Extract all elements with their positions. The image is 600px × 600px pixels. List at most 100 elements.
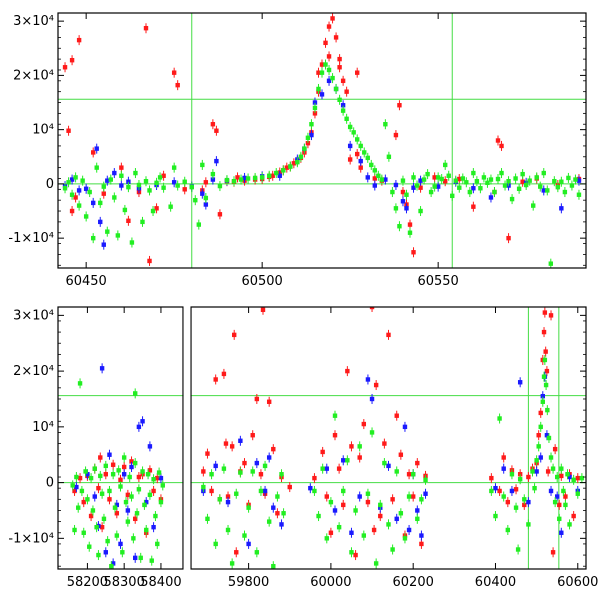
data-point-blue — [541, 188, 546, 193]
data-point-blue — [214, 158, 219, 164]
data-point-blue — [277, 173, 282, 178]
data-point-green — [333, 86, 339, 92]
data-point-red — [235, 175, 240, 180]
data-point-green — [133, 460, 138, 466]
data-point-red — [107, 497, 112, 502]
data-point-red — [223, 441, 229, 446]
data-point-green — [201, 484, 206, 490]
data-point-green — [501, 494, 506, 499]
data-point-green — [221, 466, 227, 471]
data-point-green — [534, 458, 539, 463]
data-point-red — [397, 103, 402, 108]
data-point-green — [559, 179, 564, 184]
data-point-green — [506, 178, 511, 184]
data-point-green — [407, 230, 413, 235]
data-point-green — [530, 469, 535, 474]
data-point-green — [156, 470, 162, 475]
data-point-red — [333, 35, 339, 40]
data-point-blue — [418, 178, 423, 183]
data-point-red — [575, 475, 580, 481]
data-point-green — [305, 135, 311, 140]
data-point-red — [114, 511, 120, 516]
data-point-green — [147, 492, 153, 498]
data-point-green — [540, 399, 545, 404]
data-point-green — [522, 497, 527, 502]
data-point-blue — [369, 396, 375, 402]
data-point-green — [138, 555, 143, 561]
data-point-green — [150, 208, 156, 214]
data-point-green — [133, 170, 138, 176]
data-point-green — [421, 177, 427, 182]
y-tick-label: 0 — [46, 177, 54, 192]
data-point-red — [501, 455, 506, 460]
data-point-red — [361, 421, 367, 427]
data-point-blue — [526, 499, 531, 505]
data-point-red — [275, 511, 280, 516]
y-tick-label: 3×10⁴ — [13, 308, 54, 323]
data-point-green — [361, 533, 367, 538]
data-point-green — [98, 200, 103, 206]
data-point-green — [499, 170, 504, 176]
data-point-green — [571, 477, 576, 483]
data-point-blue — [332, 508, 338, 513]
data-point-blue — [158, 475, 164, 481]
data-point-green — [168, 204, 173, 209]
data-point-green — [121, 455, 127, 460]
data-point-green — [298, 154, 304, 159]
data-point-blue — [279, 522, 284, 527]
data-point-red — [517, 472, 523, 477]
data-point-green — [134, 511, 140, 516]
data-point-green — [103, 463, 108, 469]
data-point-green — [569, 183, 575, 188]
data-point-red — [242, 460, 247, 466]
data-point-red — [536, 433, 541, 438]
data-point-green — [502, 183, 508, 188]
data-point-green — [76, 505, 81, 510]
data-point-red — [133, 516, 138, 522]
data-point-blue — [349, 530, 354, 535]
x-tick-label: 58300 — [103, 575, 144, 590]
data-point-red — [284, 165, 289, 170]
data-point-green — [474, 178, 480, 184]
data-point-green — [471, 170, 476, 176]
data-point-green — [136, 487, 142, 492]
data-point-green — [378, 502, 383, 508]
y-tick-label: 3×10⁴ — [13, 14, 54, 29]
data-point-green — [357, 444, 362, 449]
data-point-red — [266, 399, 272, 404]
data-point-red — [378, 513, 383, 519]
data-point-red — [471, 204, 476, 209]
data-point-green — [386, 154, 392, 159]
data-point-green — [203, 195, 209, 201]
data-point-green — [425, 171, 430, 177]
data-point-blue — [567, 474, 572, 480]
data-point-red — [337, 65, 342, 70]
data-point-green — [402, 536, 408, 541]
data-point-green — [312, 105, 318, 111]
data-point-blue — [98, 219, 103, 225]
data-point-green — [77, 381, 83, 386]
data-point-green — [288, 164, 293, 169]
data-point-blue — [340, 103, 346, 108]
data-point-blue — [554, 494, 560, 499]
data-point-green — [538, 424, 543, 430]
data-point-green — [94, 165, 99, 170]
data-point-red — [522, 502, 527, 508]
data-point-red — [337, 56, 342, 62]
data-point-blue — [133, 555, 138, 561]
x-tick-label: 60450 — [65, 274, 106, 289]
data-point-red — [155, 475, 160, 481]
data-point-green — [369, 430, 375, 435]
axes-frame — [57, 12, 587, 269]
x-tick-label: 60500 — [241, 274, 282, 289]
data-point-blue — [210, 177, 216, 182]
data-point-green — [66, 180, 71, 185]
data-point-green — [69, 192, 75, 197]
data-point-green — [246, 505, 251, 510]
data-point-green — [332, 413, 338, 418]
data-point-green — [566, 175, 571, 181]
data-point-red — [73, 195, 78, 200]
data-point-blue — [101, 242, 106, 247]
data-point-green — [126, 184, 131, 190]
